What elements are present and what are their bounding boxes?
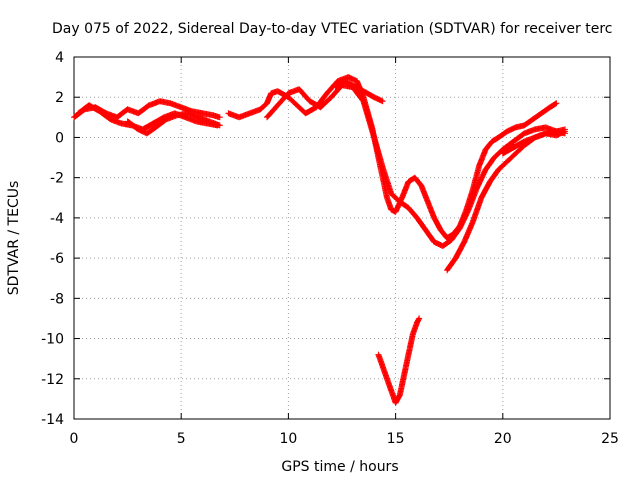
- y-tick-label: 4: [55, 50, 64, 66]
- y-tick-label: -2: [50, 171, 64, 187]
- y-tick-label: -14: [41, 412, 64, 428]
- y-tick-label: -8: [50, 291, 64, 307]
- x-tick-label: 20: [494, 431, 512, 447]
- series-track-3: [124, 110, 223, 137]
- series-markers: [332, 78, 386, 105]
- x-tick-label: 5: [177, 431, 186, 447]
- series-markers: [375, 315, 423, 406]
- series-track-5: [264, 82, 568, 249]
- y-axis-label: SDTVAR / TECUs: [6, 181, 22, 296]
- x-tick-label: 10: [279, 431, 297, 447]
- y-tick-label: -10: [41, 332, 64, 348]
- series-markers: [264, 82, 568, 249]
- series-track-9: [375, 315, 423, 406]
- x-tick-label: 15: [387, 431, 405, 447]
- grid-lines: [74, 57, 610, 419]
- x-tick-label: 0: [70, 431, 79, 447]
- y-tick-label: -12: [41, 372, 64, 388]
- series-track-6: [332, 78, 386, 105]
- y-tick-label: -6: [50, 251, 64, 267]
- data-series: [71, 74, 568, 406]
- axis-ticks: 0 5 10 15 20 25 -14 -12 -10 -8 -6 -4 -2 0 2 4: [41, 50, 619, 447]
- plot-area-frame: [73, 56, 611, 420]
- y-tick-label: 0: [55, 130, 64, 146]
- series-markers: [124, 110, 223, 137]
- series-track-8: [499, 128, 568, 157]
- x-tick-label: 25: [601, 431, 619, 447]
- series-markers: [499, 128, 568, 157]
- y-tick-label: 2: [55, 90, 64, 106]
- chart-title: Day 075 of 2022, Sidereal Day-to-day VTE…: [52, 21, 612, 37]
- x-axis-label: GPS time / hours: [281, 459, 398, 475]
- y-tick-label: -4: [50, 211, 64, 227]
